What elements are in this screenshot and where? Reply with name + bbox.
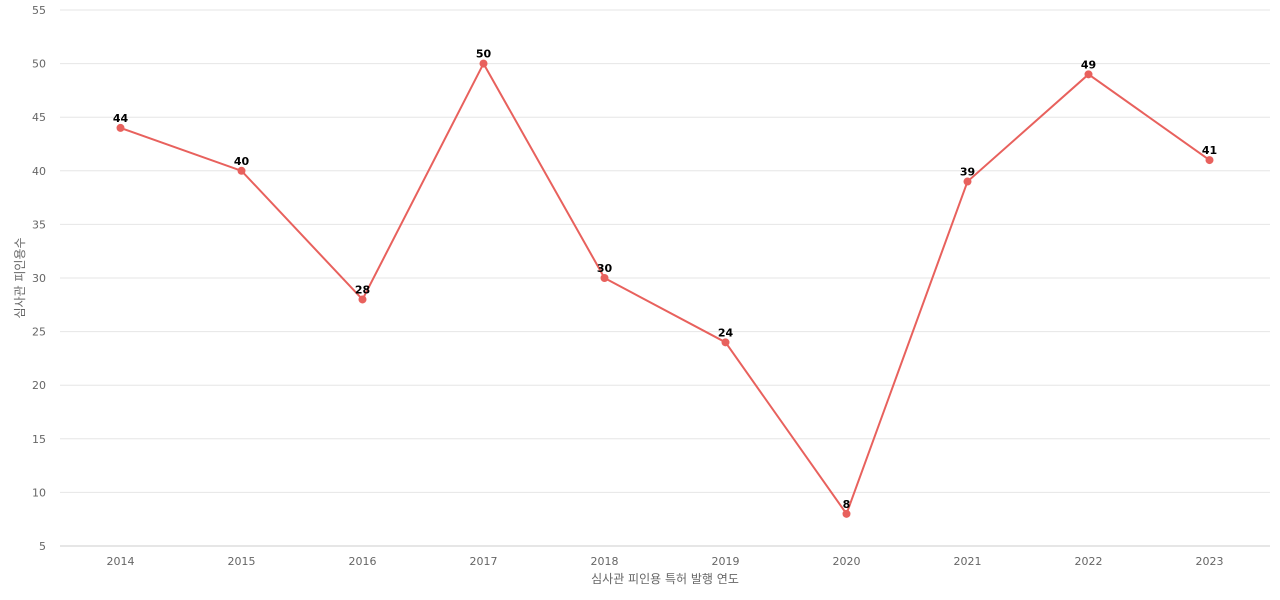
data-label: 24: [718, 326, 734, 339]
data-point[interactable]: [600, 274, 609, 282]
x-tick-label: 2019: [712, 555, 740, 568]
grid: [60, 9, 1270, 493]
y-tick-label: 30: [32, 272, 46, 285]
data-label: 41: [1202, 144, 1217, 157]
data-point[interactable]: [842, 509, 851, 518]
data-label: 39: [960, 166, 975, 179]
y-tick-label: 25: [32, 326, 46, 339]
y-tick-label: 10: [32, 486, 46, 499]
x-axis-title: 심사관 피인용 특허 발행 연도: [591, 571, 739, 586]
data-label: 44: [113, 112, 129, 125]
x-axis-ticks: 2014 2015 2016 2017 2018 2019 2020 2021 2022 2023: [107, 555, 1224, 568]
series-line: [120, 61, 1211, 516]
data-label: 28: [355, 283, 370, 296]
y-tick-label: 5: [39, 540, 46, 553]
data-point[interactable]: [1205, 156, 1214, 165]
data-label: 40: [234, 155, 250, 168]
x-tick-label: 2014: [107, 555, 135, 568]
data-label: 30: [597, 262, 613, 275]
y-tick-label: 20: [32, 379, 46, 392]
x-tick-label: 2015: [228, 555, 256, 568]
y-tick-label: 40: [32, 165, 46, 178]
data-label: 50: [476, 48, 492, 61]
x-tick-label: 2023: [1196, 555, 1224, 568]
data-points: [116, 59, 1214, 518]
x-tick-label: 2018: [591, 555, 619, 568]
x-tick-label: 2016: [349, 555, 377, 568]
y-tick-label: 45: [32, 111, 46, 124]
y-axis-title: 심사관 피인용수: [13, 237, 27, 318]
data-point[interactable]: [116, 123, 125, 132]
x-tick-label: 2022: [1075, 555, 1103, 568]
y-tick-label: 50: [32, 58, 46, 71]
data-label: 8: [843, 498, 851, 511]
data-point[interactable]: [237, 166, 246, 175]
data-label: 49: [1081, 58, 1096, 71]
x-tick-label: 2017: [470, 555, 498, 568]
data-labels: 44 40 28 50 30 24 8 39 49 41: [113, 48, 1217, 511]
data-point[interactable]: [479, 59, 488, 68]
data-point[interactable]: [963, 177, 972, 186]
y-tick-label: 55: [32, 4, 46, 17]
x-tick-label: 2021: [954, 555, 982, 568]
data-point[interactable]: [358, 295, 367, 304]
x-tick-label: 2020: [833, 555, 861, 568]
y-tick-label: 15: [32, 433, 46, 446]
y-tick-label: 35: [32, 218, 46, 231]
data-point[interactable]: [1084, 70, 1093, 79]
y-axis-ticks: 5 10 15 20 25 30 35 40 45 50 55: [32, 4, 46, 553]
data-point[interactable]: [721, 338, 730, 347]
